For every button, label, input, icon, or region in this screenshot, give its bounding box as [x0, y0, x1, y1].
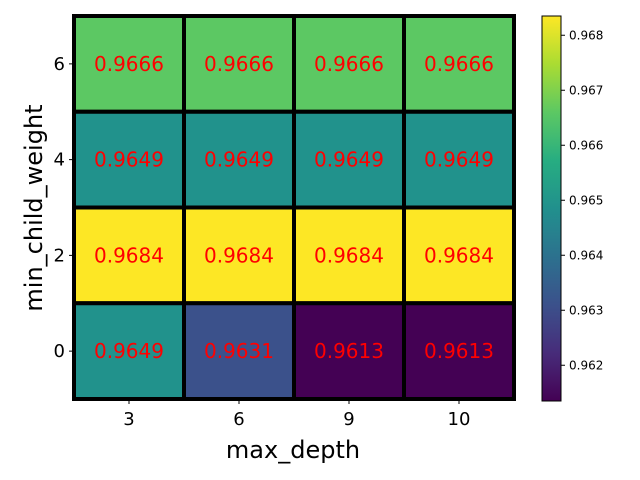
cell-value-label: 0.9649: [204, 148, 274, 172]
y-tick-label: 6: [54, 54, 65, 75]
heatmap-cell: [182, 205, 296, 306]
cell-value-label: 0.9649: [94, 339, 164, 363]
cell-value-label: 0.9649: [314, 148, 384, 172]
colorbar-tick-label: 0.964: [569, 248, 603, 262]
y-axis-ticks: 6 4 2 0: [54, 54, 74, 362]
plot-frame: [73, 15, 515, 400]
colorbar: [541, 15, 562, 402]
colorbar-tick-label: 0.967: [569, 83, 603, 97]
colorbar-tick-label: 0.965: [569, 193, 603, 207]
cell-value-label: 0.9649: [424, 148, 494, 172]
heatmap-cell: [182, 109, 296, 210]
heatmap-cell: [182, 301, 296, 401]
cell-value-label: 0.9649: [94, 148, 164, 172]
cell-value-label: 0.9631: [204, 339, 274, 363]
heatmap-cell-labels: 0.9666 0.9666 0.9666 0.9666 0.9649 0.9649 0.96…: [94, 52, 494, 363]
x-tick-label: 10: [448, 409, 471, 430]
heatmap-cell: [402, 301, 516, 401]
cell-value-label: 0.9666: [94, 52, 164, 76]
cell-value-label: 0.9666: [424, 52, 494, 76]
cell-value-label: 0.9613: [424, 339, 494, 363]
cell-value-label: 0.9666: [204, 52, 274, 76]
x-axis-title: max_depth: [226, 436, 360, 464]
heatmap-cell: [402, 205, 516, 306]
y-tick-label: 0: [54, 341, 65, 362]
colorbar-tick-label: 0.966: [569, 138, 603, 152]
y-tick-label: 4: [54, 150, 65, 171]
colorbar-ticks: 0.962 0.963 0.964 0.965 0.966 0.967 0.968: [561, 28, 603, 372]
cell-value-label: 0.9684: [204, 243, 274, 267]
cell-value-label: 0.9684: [424, 243, 494, 267]
colorbar-tick-label: 0.968: [569, 28, 603, 42]
y-tick-label: 2: [54, 245, 65, 266]
cell-value-label: 0.9684: [314, 243, 384, 267]
x-tick-label: 3: [123, 409, 134, 430]
cell-value-label: 0.9666: [314, 52, 384, 76]
y-axis-title: min_child_weight: [20, 104, 48, 311]
cell-value-label: 0.9613: [314, 339, 384, 363]
cell-value-label: 0.9684: [94, 243, 164, 267]
x-axis-ticks: 3 6 9 10: [123, 399, 470, 430]
colorbar-tick-label: 0.962: [569, 358, 603, 372]
x-tick-label: 9: [343, 409, 354, 430]
colorbar-tick-label: 0.963: [569, 303, 603, 317]
heatmap-cell: [402, 109, 516, 210]
x-tick-label: 6: [233, 409, 244, 430]
